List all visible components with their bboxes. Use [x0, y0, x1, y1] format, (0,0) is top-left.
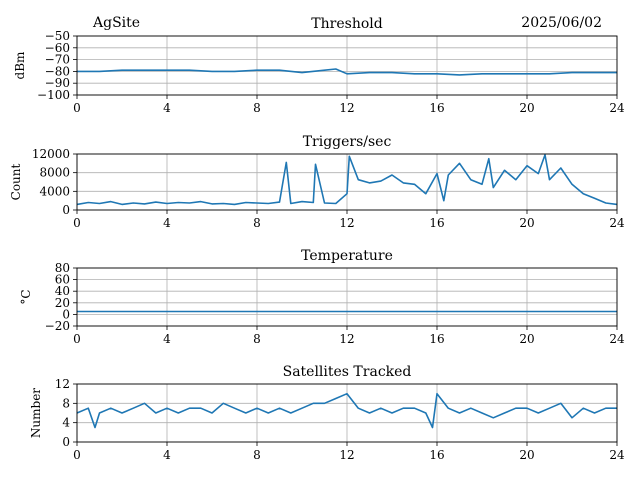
- x-tick-label: 16: [429, 448, 444, 462]
- y-tick-label: 60: [55, 273, 70, 287]
- y-tick-label: −60: [45, 41, 70, 55]
- y-tick-label: −50: [45, 29, 70, 43]
- x-tick-label: 4: [163, 448, 171, 462]
- x-tick-label: 24: [609, 332, 625, 346]
- y-tick-label: −70: [45, 53, 70, 67]
- x-tick-label: 8: [253, 101, 261, 115]
- y-tick-label: 80: [55, 261, 70, 275]
- y-tick-label: −20: [45, 319, 70, 333]
- x-tick-label: 20: [519, 216, 534, 230]
- x-tick-label: 12: [339, 448, 354, 462]
- series-line: [77, 68, 617, 76]
- x-tick-label: 16: [429, 216, 444, 230]
- y-axis-label: dBm: [13, 51, 27, 80]
- y-tick-label: 8: [62, 396, 70, 410]
- x-tick-label: 4: [163, 216, 171, 230]
- x-tick-label: 8: [253, 332, 261, 346]
- series-line: [76, 154, 618, 206]
- y-axis-label: Number: [29, 388, 43, 438]
- x-tick-label: 8: [253, 216, 261, 230]
- x-tick-label: 12: [339, 101, 354, 115]
- x-tick-label: 0: [73, 332, 81, 346]
- y-axis-label: °C: [19, 289, 33, 304]
- x-tick-label: 20: [519, 332, 534, 346]
- panel-1: 0 4 8 12 16 20 24 −50−60−70−80−90−100 Threshold d…: [13, 16, 625, 115]
- y-tick-label: 0: [62, 307, 70, 321]
- x-tick-label: 24: [609, 101, 625, 115]
- panel-title: Satellites Tracked: [283, 364, 412, 380]
- panel-title: Triggers/sec: [303, 134, 392, 150]
- panel-4: 0 4 8 12 16 20 24 0 4 8 12 Satellites Tracked Number: [29, 364, 625, 462]
- y-tick-label: −100: [37, 88, 70, 102]
- y-tick-label: 4: [62, 416, 70, 430]
- x-tick-label: 24: [609, 448, 625, 462]
- date-label: 2025/06/02: [521, 15, 602, 31]
- x-tick-label: 16: [429, 332, 444, 346]
- y-tick-label: −90: [45, 76, 70, 90]
- x-tick-label: 12: [339, 216, 354, 230]
- x-tick-label: 12: [339, 332, 354, 346]
- y-tick-label: 0: [62, 435, 70, 449]
- x-tick-label: 4: [163, 101, 171, 115]
- y-tick-label: 12000: [32, 147, 70, 161]
- x-tick-label: 0: [73, 101, 81, 115]
- y-tick-label: 12: [55, 377, 70, 391]
- x-tick-label: 24: [609, 216, 625, 230]
- panel-title: Temperature: [301, 248, 393, 264]
- panel-title: Threshold: [311, 16, 382, 32]
- y-tick-label: 0: [62, 203, 70, 217]
- x-tick-label: 16: [429, 101, 444, 115]
- x-tick-label: 4: [163, 332, 171, 346]
- y-tick-label: 8000: [39, 166, 70, 180]
- y-tick-label: 4000: [39, 184, 70, 198]
- site-label: AgSite: [92, 15, 140, 31]
- series-line: [76, 392, 617, 429]
- x-tick-label: 8: [253, 448, 261, 462]
- x-tick-label: 20: [519, 101, 534, 115]
- x-tick-label: 20: [519, 448, 534, 462]
- y-axis-label: Count: [9, 163, 23, 200]
- x-tick-label: 0: [73, 448, 81, 462]
- panel-2: 0 4 8 12 16 20 24 0 4000 8000 12000 Triggers/sec Cou…: [9, 134, 625, 230]
- x-tick-label: 0: [73, 216, 81, 230]
- chart-panels: 0 4 8 12 16 20 24 −50−60−70−80−90−100 Threshold d…: [9, 16, 625, 462]
- y-tick-label: 40: [55, 284, 70, 298]
- y-tick-label: −80: [45, 64, 70, 78]
- y-tick-label: 20: [55, 296, 70, 310]
